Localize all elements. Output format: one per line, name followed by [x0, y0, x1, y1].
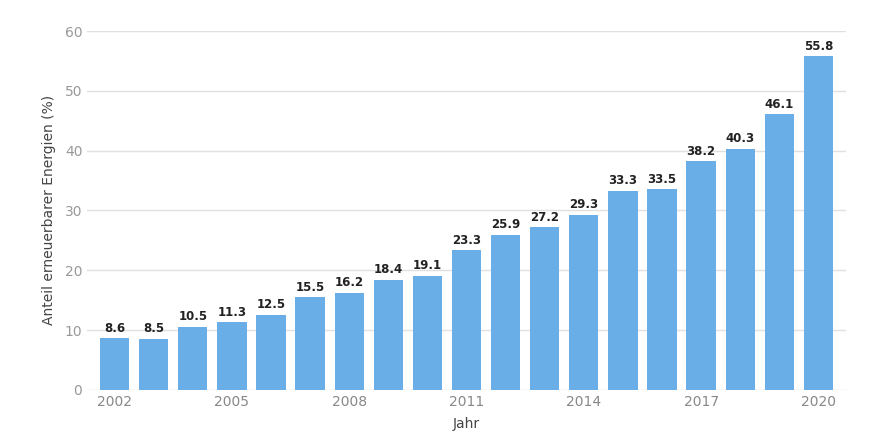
Text: 8.5: 8.5 [143, 323, 164, 335]
Bar [491, 235, 521, 390]
Bar [452, 250, 481, 390]
Text: 38.2: 38.2 [686, 145, 716, 158]
Text: 33.5: 33.5 [648, 173, 677, 186]
Text: 16.2: 16.2 [335, 276, 364, 289]
Bar [100, 338, 129, 390]
Text: 11.3: 11.3 [217, 306, 247, 319]
Bar [530, 227, 560, 390]
Text: 10.5: 10.5 [178, 311, 208, 323]
Bar [217, 322, 247, 390]
Bar [804, 56, 833, 390]
Text: 23.3: 23.3 [452, 234, 481, 247]
X-axis label: Jahr: Jahr [453, 417, 480, 431]
Y-axis label: Anteil erneuerbarer Energien (%): Anteil erneuerbarer Energien (%) [43, 95, 57, 326]
Bar [296, 297, 324, 390]
Bar [373, 280, 403, 390]
Bar [412, 276, 442, 390]
Text: 12.5: 12.5 [256, 299, 285, 311]
Bar [335, 293, 364, 390]
Text: 29.3: 29.3 [569, 198, 598, 211]
Bar [726, 149, 755, 390]
Text: 46.1: 46.1 [765, 97, 794, 111]
Text: 19.1: 19.1 [412, 259, 442, 272]
Bar [256, 315, 286, 390]
Text: 55.8: 55.8 [804, 39, 833, 53]
Bar [686, 161, 716, 390]
Bar [569, 214, 598, 390]
Text: 8.6: 8.6 [104, 322, 126, 335]
Text: 33.3: 33.3 [609, 174, 637, 187]
Bar [178, 327, 208, 390]
Text: 40.3: 40.3 [726, 132, 755, 145]
Text: 18.4: 18.4 [374, 263, 403, 276]
Bar [609, 190, 637, 390]
Bar [647, 190, 677, 390]
Bar [139, 339, 168, 390]
Text: 15.5: 15.5 [296, 280, 324, 294]
Text: 27.2: 27.2 [530, 210, 559, 224]
Bar [765, 114, 794, 390]
Text: 25.9: 25.9 [491, 218, 521, 231]
